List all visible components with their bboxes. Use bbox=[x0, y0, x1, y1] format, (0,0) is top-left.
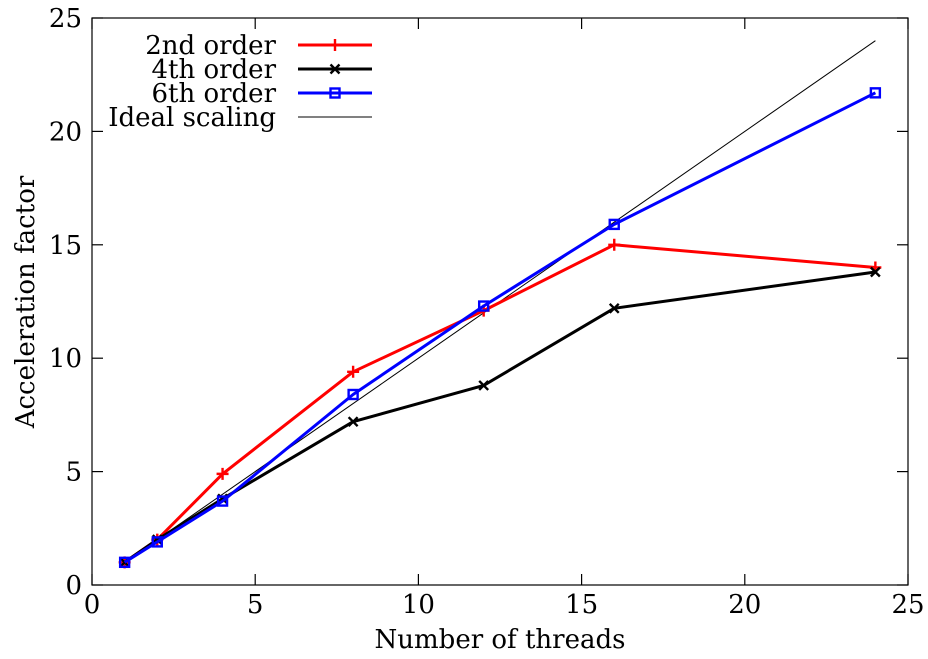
series-line bbox=[123, 91, 877, 564]
data-point bbox=[869, 87, 882, 99]
legend-label: Ideal scaling bbox=[108, 103, 276, 133]
series-4th-order bbox=[119, 266, 881, 568]
x-tick-label: 25 bbox=[891, 590, 924, 620]
x-tick-label: 20 bbox=[728, 590, 761, 620]
legend-label: 4th order bbox=[151, 55, 276, 85]
data-point bbox=[329, 63, 341, 75]
y-tick-label: 15 bbox=[49, 231, 82, 261]
data-point bbox=[608, 238, 621, 251]
y-tick-label: 0 bbox=[65, 571, 82, 601]
x-axis-label: Number of threads bbox=[375, 625, 626, 655]
x-tick-label: 15 bbox=[565, 590, 598, 620]
data-point bbox=[329, 87, 341, 99]
ticks-group: 0 5 10 15 20 25 0 5 10 15 20 25 bbox=[49, 4, 925, 620]
legend-label: 6th order bbox=[151, 79, 276, 109]
x-tick-label: 5 bbox=[247, 590, 264, 620]
legend-entry: 4th order bbox=[151, 55, 372, 85]
y-tick-label: 10 bbox=[49, 344, 82, 374]
legend-entry: Ideal scaling bbox=[108, 103, 372, 133]
data-point bbox=[216, 495, 229, 507]
data-point bbox=[216, 467, 229, 480]
data-point bbox=[608, 218, 620, 231]
series-line bbox=[123, 270, 876, 564]
data-point bbox=[478, 380, 490, 391]
series-line bbox=[123, 243, 876, 564]
data-point bbox=[477, 300, 490, 312]
data-point bbox=[608, 302, 620, 314]
y-axis-label: Acceleration factor bbox=[11, 175, 41, 429]
data-point bbox=[347, 388, 359, 401]
data-point bbox=[870, 266, 881, 278]
legend-entry: 6th order bbox=[151, 79, 372, 109]
y-tick-label: 20 bbox=[49, 117, 82, 147]
data-point bbox=[329, 39, 341, 51]
data-point bbox=[347, 416, 359, 428]
plot-frame-group bbox=[91, 17, 909, 586]
plot-frame bbox=[91, 17, 909, 586]
y-tick-label: 25 bbox=[49, 4, 82, 34]
series-6th-order bbox=[118, 87, 882, 569]
data-point bbox=[151, 536, 163, 548]
y-tick-label: 5 bbox=[65, 458, 82, 488]
legend-label: 2nd order bbox=[145, 31, 276, 61]
data-point bbox=[347, 365, 360, 378]
x-tick-label: 0 bbox=[84, 590, 101, 620]
x-tick-label: 10 bbox=[402, 590, 435, 620]
data-point bbox=[118, 556, 131, 569]
series-group bbox=[118, 40, 882, 569]
legend-entry: 2nd order bbox=[145, 31, 372, 61]
